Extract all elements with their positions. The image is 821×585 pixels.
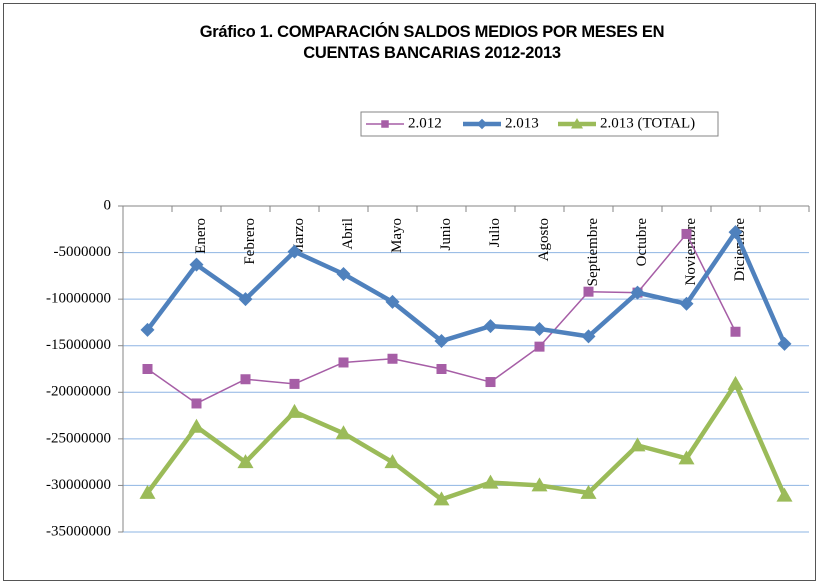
series-line	[145, 381, 787, 502]
x-tick-label: Septiembre	[585, 218, 601, 287]
data-point	[482, 474, 499, 489]
legend-marker	[476, 118, 488, 130]
data-point	[336, 266, 351, 281]
x-tick-label: Enero	[193, 218, 209, 254]
legend-marker	[571, 118, 583, 129]
data-point	[139, 484, 156, 499]
data-point	[777, 336, 792, 351]
data-point	[436, 364, 447, 374]
data-point	[237, 454, 254, 469]
y-tick-label: -35000000	[46, 523, 111, 539]
x-tick-label: Noviembre	[683, 218, 699, 286]
data-point	[730, 326, 741, 337]
data-point	[583, 286, 594, 297]
data-point	[286, 403, 303, 418]
legend-label: 2.012	[408, 115, 442, 131]
data-point	[728, 225, 743, 240]
data-point	[238, 292, 253, 307]
data-point	[581, 329, 596, 344]
data-point	[189, 257, 204, 272]
y-tick-label: -10000000	[46, 291, 111, 307]
x-tick-label: Abril	[340, 218, 356, 250]
data-point	[629, 437, 646, 452]
data-point	[630, 285, 645, 300]
data-point	[485, 377, 496, 388]
data-point	[483, 319, 498, 334]
x-tick-label: Octubre	[634, 218, 650, 267]
data-point	[338, 357, 349, 368]
data-point	[534, 341, 545, 352]
legend: 2.012 2.013 2.013 (TOTAL)	[360, 111, 719, 137]
data-point	[140, 322, 155, 337]
data-point	[385, 294, 400, 309]
y-tick-label: -20000000	[46, 384, 111, 400]
data-point	[678, 450, 695, 465]
data-point	[679, 296, 694, 311]
data-point	[681, 228, 692, 239]
data-point	[289, 378, 300, 389]
data-point	[335, 425, 352, 440]
chart-frame	[3, 3, 816, 581]
legend-box	[360, 111, 719, 137]
y-tick-label: -25000000	[46, 430, 111, 446]
x-tick-label: Junio	[438, 218, 454, 251]
data-point	[580, 484, 597, 499]
data-point	[532, 321, 547, 336]
x-tick-label: Julio	[487, 218, 503, 247]
x-tick-label: Agosto	[536, 218, 552, 261]
series-line	[145, 229, 787, 345]
legend-label: 2.013	[505, 115, 539, 131]
y-tick-label: -15000000	[46, 337, 111, 353]
data-point	[387, 353, 398, 364]
data-point	[531, 477, 548, 492]
data-point	[433, 491, 450, 506]
data-point	[142, 364, 153, 374]
data-point	[188, 418, 205, 433]
chart-title: Gráfico 1. COMPARACIÓN SALDOS MEDIOS POR…	[199, 23, 665, 62]
data-point	[776, 487, 793, 502]
data-point	[287, 244, 302, 259]
legend-marker	[381, 120, 389, 128]
data-point	[434, 334, 449, 349]
legend-label: 2.013 (TOTAL)	[600, 115, 695, 131]
data-point	[191, 398, 202, 409]
data-point	[727, 375, 744, 390]
y-tick-label: -5000000	[54, 244, 112, 260]
data-point	[240, 374, 251, 385]
y-tick-label: 0	[104, 197, 112, 213]
x-tick-label: Febrero	[242, 218, 258, 265]
x-tick-label: Mayo	[389, 218, 405, 253]
data-point	[384, 454, 401, 469]
y-tick-label: -30000000	[46, 477, 111, 493]
